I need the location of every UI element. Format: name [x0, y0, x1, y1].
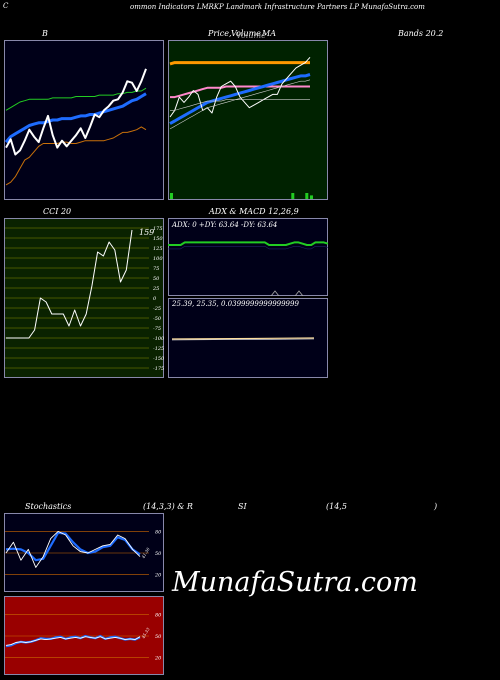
stochastics-main-line [5, 530, 141, 568]
volume-bar [170, 193, 173, 199]
label-price: Price, [208, 29, 232, 38]
cci-tick-label: 125 [153, 246, 163, 252]
cci-tick-label: 150 [153, 236, 163, 242]
label-rsi-params: (14,5 [326, 502, 347, 511]
adx-chart-bg [168, 218, 328, 296]
stochastics-signal-line [5, 531, 141, 562]
bands-price-line [5, 68, 147, 156]
cci-tick-label: 100 [153, 256, 163, 262]
cci-tick-label: -100 [153, 336, 164, 342]
cci-tick-label: -50 [153, 316, 162, 322]
rsi-tick-label: 20 [154, 656, 162, 662]
cci-line [6, 229, 133, 339]
macd-line [171, 337, 315, 340]
bands-chart-bg [4, 40, 164, 200]
header-prefix: C [3, 2, 9, 10]
rsi-last-value: 45.33 [140, 626, 151, 640]
cci-tick-label: 50 [153, 276, 160, 282]
cci-tick-label: 0 [153, 296, 157, 302]
cci-tick-label: 25 [152, 286, 159, 292]
cci-tick-label: -175 [153, 366, 164, 372]
cci-tick-label: -75 [153, 326, 161, 332]
price-chart [168, 40, 328, 200]
stochastics-last-value: 41.36 [140, 546, 151, 560]
macd-chart: 25.39, 25.35, 0.0399999999999999 [168, 298, 328, 378]
ma-thin-line-2 [170, 99, 310, 111]
adx-chart: ADX: 0 +DY: 63.64 -DY: 63.64 [168, 218, 328, 296]
price-chart-bg [168, 40, 328, 200]
label-rsi: SI [238, 502, 247, 511]
ma-thin-line-1 [169, 79, 311, 130]
cci-chart: 175 150 125 100 75 50 25 0 -25 -50 -75 -100 -125 -150… [4, 218, 164, 378]
macd-signal-line [171, 338, 315, 341]
ma-mid-line [170, 85, 310, 99]
stochastics-chart: 80 50 20 41.36 [4, 513, 164, 592]
ma-long-line [169, 61, 310, 66]
label-adx: ADX & MACD 12,26,9 [209, 207, 299, 216]
stochastics-tick-label: 20 [154, 573, 162, 579]
adx-line [168, 241, 328, 246]
label-stochastics: Stochastics [25, 502, 72, 511]
cci-tick-label: -125 [153, 346, 164, 352]
adx-dy-line [168, 245, 328, 250]
ma-short-line [169, 73, 311, 125]
cci-tick-label: 75 [153, 266, 159, 272]
cci-tick-label: -150 [153, 356, 164, 362]
label-bands: Bands 20.2 [398, 29, 444, 38]
cci-tick-label: 175 [153, 226, 163, 232]
label-cci: CCI 20 [43, 207, 72, 216]
cci-tick-label: -25 [153, 306, 161, 312]
adx-marker [270, 290, 280, 296]
volume-bar [305, 193, 309, 199]
label-stoch-params: (14,3,3) & R [143, 502, 193, 511]
rsi-chart: 80 50 20 45.33 [4, 596, 164, 675]
label-rsi-close: ) [434, 502, 438, 511]
rsi-main-line [5, 636, 141, 646]
cci-last-value: 159 [139, 228, 154, 237]
adx-marker [294, 290, 304, 296]
bands-chart [4, 40, 164, 200]
rsi-tick-label: 80 [155, 612, 162, 618]
adx-readout: ADX: 0 +DY: 63.64 -DY: 63.64 [171, 221, 277, 229]
stochastics-tick-label: 50 [155, 551, 162, 557]
price-line [169, 56, 311, 118]
label-volume-2: Volume [236, 31, 266, 40]
volume-bar [291, 193, 295, 199]
label-ma: MA [262, 29, 276, 38]
macd-readout: 25.39, 25.35, 0.0399999999999999 [171, 300, 299, 308]
rsi-tick-label: 50 [155, 634, 162, 640]
bands-middle-line [4, 92, 147, 144]
label-b: B [42, 29, 48, 38]
label-volume-1: Volume [231, 29, 261, 38]
volume-bar [310, 195, 313, 199]
stochastics-tick-label: 80 [155, 529, 162, 535]
header-title: ommon Indicators LMRKP Landmark Infrastr… [130, 3, 425, 11]
bands-lower-line [5, 126, 147, 186]
watermark: MunafaSutra.com [172, 567, 418, 598]
